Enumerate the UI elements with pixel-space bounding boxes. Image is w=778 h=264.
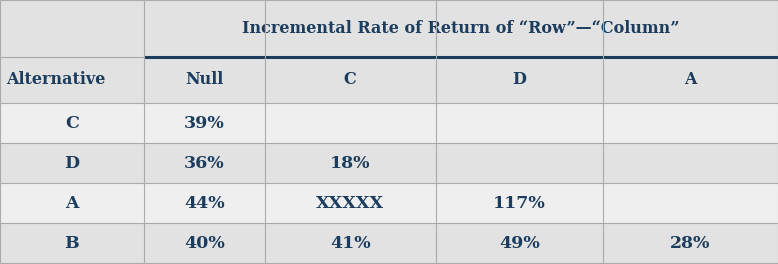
Text: Alternative: Alternative <box>6 71 106 88</box>
Text: C: C <box>65 115 79 131</box>
Text: 39%: 39% <box>184 115 225 131</box>
Bar <box>436 223 603 263</box>
Bar <box>0 57 144 103</box>
Bar <box>436 143 603 183</box>
Bar <box>603 143 778 183</box>
Text: D: D <box>513 71 526 88</box>
Bar <box>265 143 436 183</box>
Text: 36%: 36% <box>184 155 225 172</box>
Bar <box>0 103 144 143</box>
Text: 49%: 49% <box>499 235 540 252</box>
Bar <box>144 223 265 263</box>
Bar <box>265 223 436 263</box>
Bar <box>603 223 778 263</box>
Bar <box>603 103 778 143</box>
Bar <box>0 0 144 57</box>
Text: C: C <box>344 71 356 88</box>
Bar <box>436 57 603 103</box>
Text: Null: Null <box>185 71 223 88</box>
Bar <box>603 183 778 223</box>
Bar <box>265 57 436 103</box>
Bar <box>144 0 778 57</box>
Bar <box>144 103 265 143</box>
Bar <box>0 143 144 183</box>
Bar <box>603 57 778 103</box>
Bar <box>0 183 144 223</box>
Bar <box>436 103 603 143</box>
Text: 41%: 41% <box>330 235 370 252</box>
Text: B: B <box>65 235 79 252</box>
Text: A: A <box>65 195 79 212</box>
Text: 28%: 28% <box>671 235 710 252</box>
Bar <box>0 223 144 263</box>
Text: XXXXX: XXXXX <box>316 195 384 212</box>
Text: A: A <box>684 71 697 88</box>
Bar <box>265 103 436 143</box>
Bar <box>144 183 265 223</box>
Bar <box>144 143 265 183</box>
Text: 117%: 117% <box>493 195 545 212</box>
Bar <box>144 57 265 103</box>
Text: 44%: 44% <box>184 195 225 212</box>
Text: Incremental Rate of Return of “Row”—“Column”: Incremental Rate of Return of “Row”—“Col… <box>242 20 680 37</box>
Text: D: D <box>65 155 79 172</box>
Text: 18%: 18% <box>330 155 370 172</box>
Bar <box>265 183 436 223</box>
Text: 40%: 40% <box>184 235 225 252</box>
Bar <box>436 183 603 223</box>
